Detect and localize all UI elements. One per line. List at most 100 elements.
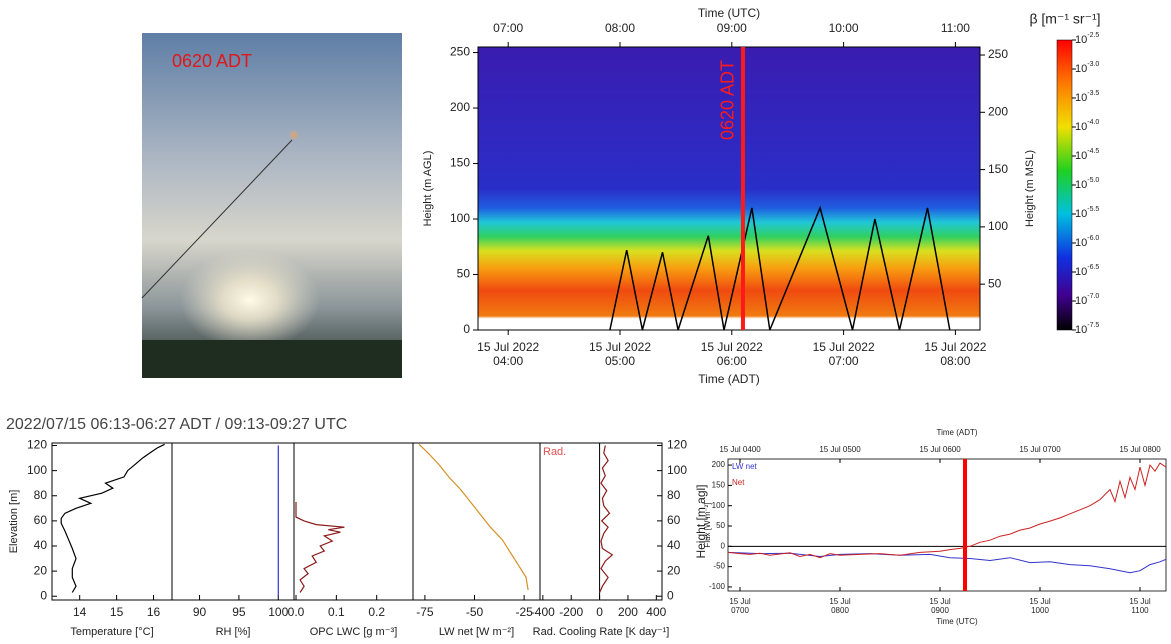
colorbar-tick-exponent: -7.5 (1087, 322, 1099, 329)
x-tick-label: 04:00 (493, 354, 523, 368)
colorbar-tick-base: 10 (1075, 295, 1087, 307)
photo-ground (142, 340, 402, 378)
colorbar-tick-label: 10-6.0 (1075, 235, 1099, 249)
x-tick-label: 14 (73, 605, 87, 619)
x-tick-date: 15 Jul (729, 597, 751, 606)
x-tick-label: 0 (596, 605, 603, 619)
y2-tick-label: 250 (988, 47, 1008, 61)
colorbar-tick-exponent: -6.5 (1087, 264, 1099, 271)
colorbar (1056, 39, 1073, 331)
colorbar-tick-exponent: -5.0 (1087, 177, 1099, 184)
x-tick-date: 15 Jul (1129, 597, 1151, 606)
x-tick-date: 15 Jul (929, 597, 951, 606)
colorbar-tick-label: 10-5.5 (1075, 206, 1099, 220)
x-tick-date: 15 Jul 2022 (477, 340, 539, 354)
plot-frame (727, 458, 1167, 592)
colorbar-tick-base: 10 (1075, 63, 1087, 75)
y-tick-label: 200 (450, 100, 470, 114)
x-axis-label: Time (ADT) (698, 372, 760, 386)
y-tick-label: 250 (450, 45, 470, 59)
x2-axis-label: Time (ADT) (936, 428, 977, 437)
colorbar-tick-base: 10 (1075, 121, 1087, 133)
x-axis-label: OPC LWC [g m⁻³] (310, 626, 398, 638)
x-axis-label: Temperature [°C] (70, 626, 153, 638)
y-tick-label: 150 (712, 481, 726, 490)
colorbar-tick-label: 10-7.5 (1075, 322, 1099, 336)
colorbar-tick-exponent: -3.0 (1087, 61, 1099, 68)
colorbar-tick-label: 10-3.0 (1075, 61, 1099, 75)
x-axis-label: LW net [W m⁻²] (439, 626, 514, 638)
x-tick-date: 15 Jul 2022 (924, 340, 986, 354)
y-tick-label: 0 (40, 588, 47, 602)
y-tick-label: 80 (34, 488, 48, 502)
time-marker-label: 0620 ADT (718, 60, 738, 140)
y2-axis-label: Height [m agl] (694, 484, 708, 558)
x-tick-date: 15 Jul (829, 597, 851, 606)
profile-line (599, 445, 614, 593)
photo-tether (141, 139, 293, 299)
y-tick-label: -100 (709, 582, 726, 591)
x-tick-label: 0800 (831, 606, 849, 615)
y-tick-label: 100 (450, 211, 470, 225)
x-axis-label: Time (UTC) (936, 617, 978, 626)
colorbar-tick-label: 10-3.5 (1075, 90, 1099, 104)
colorbar-tick-exponent: -7.0 (1087, 293, 1099, 300)
photo-label: 0620 ADT (172, 51, 252, 71)
x-tick-label: 0.1 (328, 605, 345, 619)
x-tick-date: 15 Jul 2022 (813, 340, 875, 354)
y-tick-label: 100 (27, 463, 47, 477)
x-tick-label: 0700 (731, 606, 749, 615)
panel-frame (539, 442, 663, 601)
x2-tick-label: 10:00 (829, 21, 859, 35)
y-tick-label: 20 (34, 563, 48, 577)
x-tick-label: 15 (110, 605, 124, 619)
x-tick-date: 15 Jul 2022 (701, 340, 763, 354)
x-tick-label: 200 (618, 605, 638, 619)
photo-sun (180, 250, 320, 350)
x-tick-date: 15 Jul (1029, 597, 1051, 606)
x-tick-label: 95 (232, 605, 246, 619)
x2-tick-label: 15 Jul 0700 (1019, 445, 1061, 454)
colorbar-tick-exponent: -5.5 (1087, 206, 1099, 213)
y-axis-label: Height (m AGL) (422, 151, 434, 227)
x-tick-label: 400 (646, 605, 666, 619)
x-tick-label: 0900 (931, 606, 949, 615)
y2-axis-label: Height (m MSL) (1024, 150, 1036, 227)
x-tick-label: -25 (515, 605, 533, 619)
colorbar-tick-exponent: -4.0 (1087, 119, 1099, 126)
x2-tick-label: 09:00 (717, 21, 747, 35)
x-tick-label: 1100 (1131, 606, 1149, 615)
colorbar-tick-base: 10 (1075, 34, 1087, 46)
y2-tick-label: 20 (667, 563, 681, 577)
y2-tick-label: 0 (667, 588, 674, 602)
y-tick-label: 0 (721, 541, 726, 550)
y2-tick-label: 80 (667, 488, 681, 502)
colorbar-tick-label: 10-5.0 (1075, 177, 1099, 191)
colorbar-tick-label: 10-4.5 (1075, 148, 1099, 162)
x-tick-label: -400 (531, 605, 555, 619)
legend-entry: LW net (732, 462, 758, 471)
colorbar-tick-base: 10 (1075, 92, 1087, 104)
y-tick-label: 40 (34, 538, 48, 552)
colorbar-title: β [m⁻¹ sr⁻¹] (1029, 11, 1100, 27)
colorbar-tick-label: 10-6.5 (1075, 264, 1099, 278)
y-tick-label: 100 (712, 501, 726, 510)
x2-tick-label: 15 Jul 0400 (719, 445, 761, 454)
colorbar-tick-base: 10 (1075, 324, 1087, 336)
x-tick-label: -50 (466, 605, 484, 619)
profile-line (60, 443, 165, 593)
x-tick-label: 0.2 (368, 605, 385, 619)
colorbar-tick-base: 10 (1075, 150, 1087, 162)
colorbar-tick-exponent: -4.5 (1087, 148, 1099, 155)
y2-tick-label: 120 (667, 438, 687, 452)
y-tick-label: 50 (716, 521, 725, 530)
y-tick-label: 120 (27, 438, 47, 452)
x2-tick-label: 11:00 (941, 21, 970, 35)
panel-frame (51, 442, 173, 601)
y-tick-label: 50 (457, 267, 471, 281)
colorbar-tick-label: 10-4.0 (1075, 119, 1099, 133)
y-axis-label: Flux [W m⁻²] (703, 502, 712, 547)
profile-title: 2022/07/15 06:13-06:27 ADT / 09:13-09:27… (6, 416, 347, 433)
